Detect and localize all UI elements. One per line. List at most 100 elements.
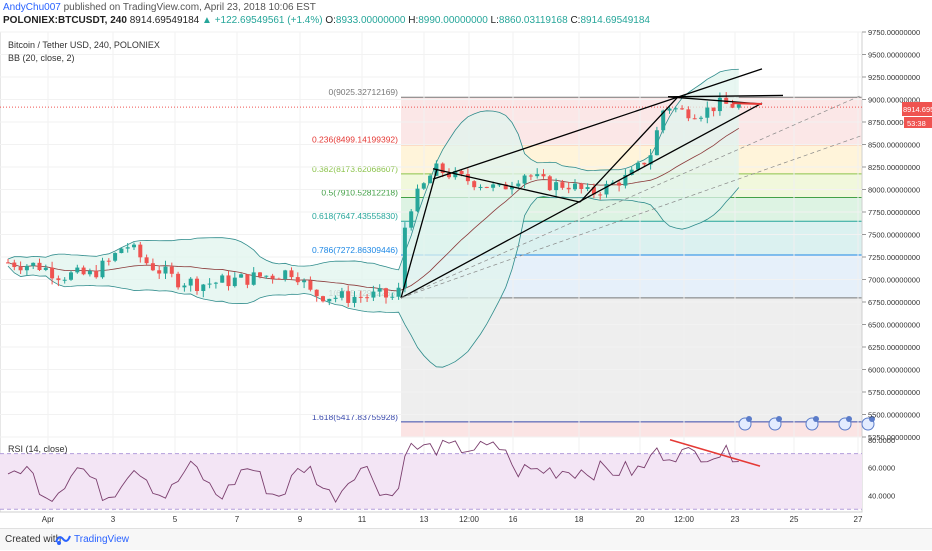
candle-body — [459, 170, 464, 175]
up-arrow-icon: ▲ — [202, 15, 212, 26]
time-tick-label: 27 — [854, 515, 863, 524]
candle-body — [283, 270, 288, 279]
price-tick-label: 7750.00000000 — [868, 208, 920, 217]
candle-body — [585, 187, 590, 190]
rsi-legend: RSI (14, close) — [8, 444, 68, 454]
candle-body — [440, 163, 445, 173]
candle-body — [377, 288, 382, 292]
fib-level-label: 0.382(8173.62068607) — [312, 164, 398, 174]
rsi-divergence-line — [669, 439, 761, 467]
candle-body — [415, 188, 420, 212]
rsi-band-fill — [0, 453, 862, 510]
candle-body — [711, 107, 716, 112]
trend-line — [432, 168, 581, 203]
fib-level-label: 1.618(5417.83755928) — [312, 412, 398, 422]
candle-body — [276, 278, 281, 280]
candle-body — [207, 283, 212, 285]
candle-body — [125, 247, 130, 249]
tradingview-brand[interactable]: TradingView — [74, 534, 130, 545]
candle-body — [554, 182, 559, 191]
candle-body — [201, 284, 206, 292]
candle-body — [182, 285, 187, 288]
candle-body — [239, 274, 244, 278]
last-price-tag-text: 8914.69549184 — [903, 105, 932, 114]
bb-fill — [8, 69, 739, 368]
candle-body — [673, 108, 678, 110]
candle-body — [144, 257, 149, 264]
trend-line — [579, 96, 679, 203]
candle-body — [573, 183, 577, 190]
fib-level-label: 0(9025.32712169) — [329, 87, 399, 97]
price-axis: 9750.00000000 9500.00000000 9250.00000000 9… — [862, 28, 920, 500]
candle-body — [680, 108, 685, 110]
trend-line — [667, 94, 784, 98]
candle-body — [195, 278, 199, 292]
close-label: C: — [570, 15, 581, 26]
candle-body — [560, 182, 565, 188]
price-tick-label: 8000.00000000 — [868, 186, 920, 195]
candle-body — [251, 272, 256, 285]
candle-body — [497, 184, 502, 186]
candle-body — [541, 174, 546, 177]
fib-level-label: 0.236(8499.14199392) — [312, 135, 398, 145]
resistance-line — [732, 102, 763, 105]
price-tick-label: 5500.00000000 — [868, 411, 920, 420]
time-tick-label: 12:00 — [459, 515, 480, 524]
candle-body — [421, 183, 426, 189]
candle-body — [503, 184, 508, 190]
bb-legend: BB (20, close, 2) — [8, 53, 75, 63]
candle-body — [333, 297, 338, 299]
candle-body — [270, 275, 275, 279]
candle-body — [579, 183, 584, 190]
candle-body — [736, 104, 741, 108]
time-tick-label: 7 — [235, 515, 240, 524]
candle-body — [465, 174, 470, 182]
open-value: 8933.00000000 — [335, 15, 406, 26]
candle-body — [258, 272, 262, 277]
candle-body — [169, 266, 174, 274]
candle-body — [604, 183, 609, 195]
price-tick-label: 7000.00000000 — [868, 276, 920, 285]
time-tick-label: 23 — [731, 515, 740, 524]
candle-body — [365, 297, 370, 299]
candle-body — [163, 266, 168, 274]
rsi-tick-label: 40.0000 — [868, 491, 895, 500]
candle-body — [396, 287, 401, 297]
candle-body — [50, 267, 55, 279]
trend-lines[interactable] — [400, 68, 875, 431]
time-tick-label: 18 — [575, 515, 584, 524]
candle-body — [371, 291, 376, 298]
candle-body — [409, 211, 414, 228]
price-tick-label: 5750.00000000 — [868, 388, 920, 397]
candle-body — [402, 227, 407, 288]
candle-body — [472, 181, 477, 188]
candle-body — [302, 280, 307, 283]
bollinger-bands — [7, 68, 740, 368]
price-tick-label: 7500.00000000 — [868, 231, 920, 240]
high-value: 8990.00000000 — [418, 15, 488, 26]
rsi-line — [7, 439, 739, 503]
candle-body — [428, 175, 433, 184]
candle-body — [661, 110, 666, 131]
candle-body — [528, 175, 533, 177]
candle-body — [390, 296, 395, 298]
candle-body — [245, 274, 250, 285]
candle-body — [6, 262, 10, 264]
candle-body — [220, 275, 225, 283]
candle-body — [535, 174, 540, 177]
candle-body — [692, 118, 697, 120]
trend-line — [400, 168, 438, 299]
trend-line — [400, 135, 863, 299]
candle-body — [56, 278, 61, 281]
tradingview-logo-icon[interactable] — [55, 532, 71, 551]
countdown-text: 53:38 — [907, 119, 926, 128]
candle-body — [566, 187, 571, 190]
candle-body — [510, 186, 514, 190]
candle-body — [62, 279, 67, 281]
candle-body — [295, 277, 300, 283]
fib-level-label: 0.5(7910.52812218) — [321, 188, 398, 198]
last-price: 8914.69549184 — [129, 15, 200, 26]
candle-body — [314, 289, 319, 297]
author-name[interactable]: AndyChu007 — [3, 2, 61, 13]
